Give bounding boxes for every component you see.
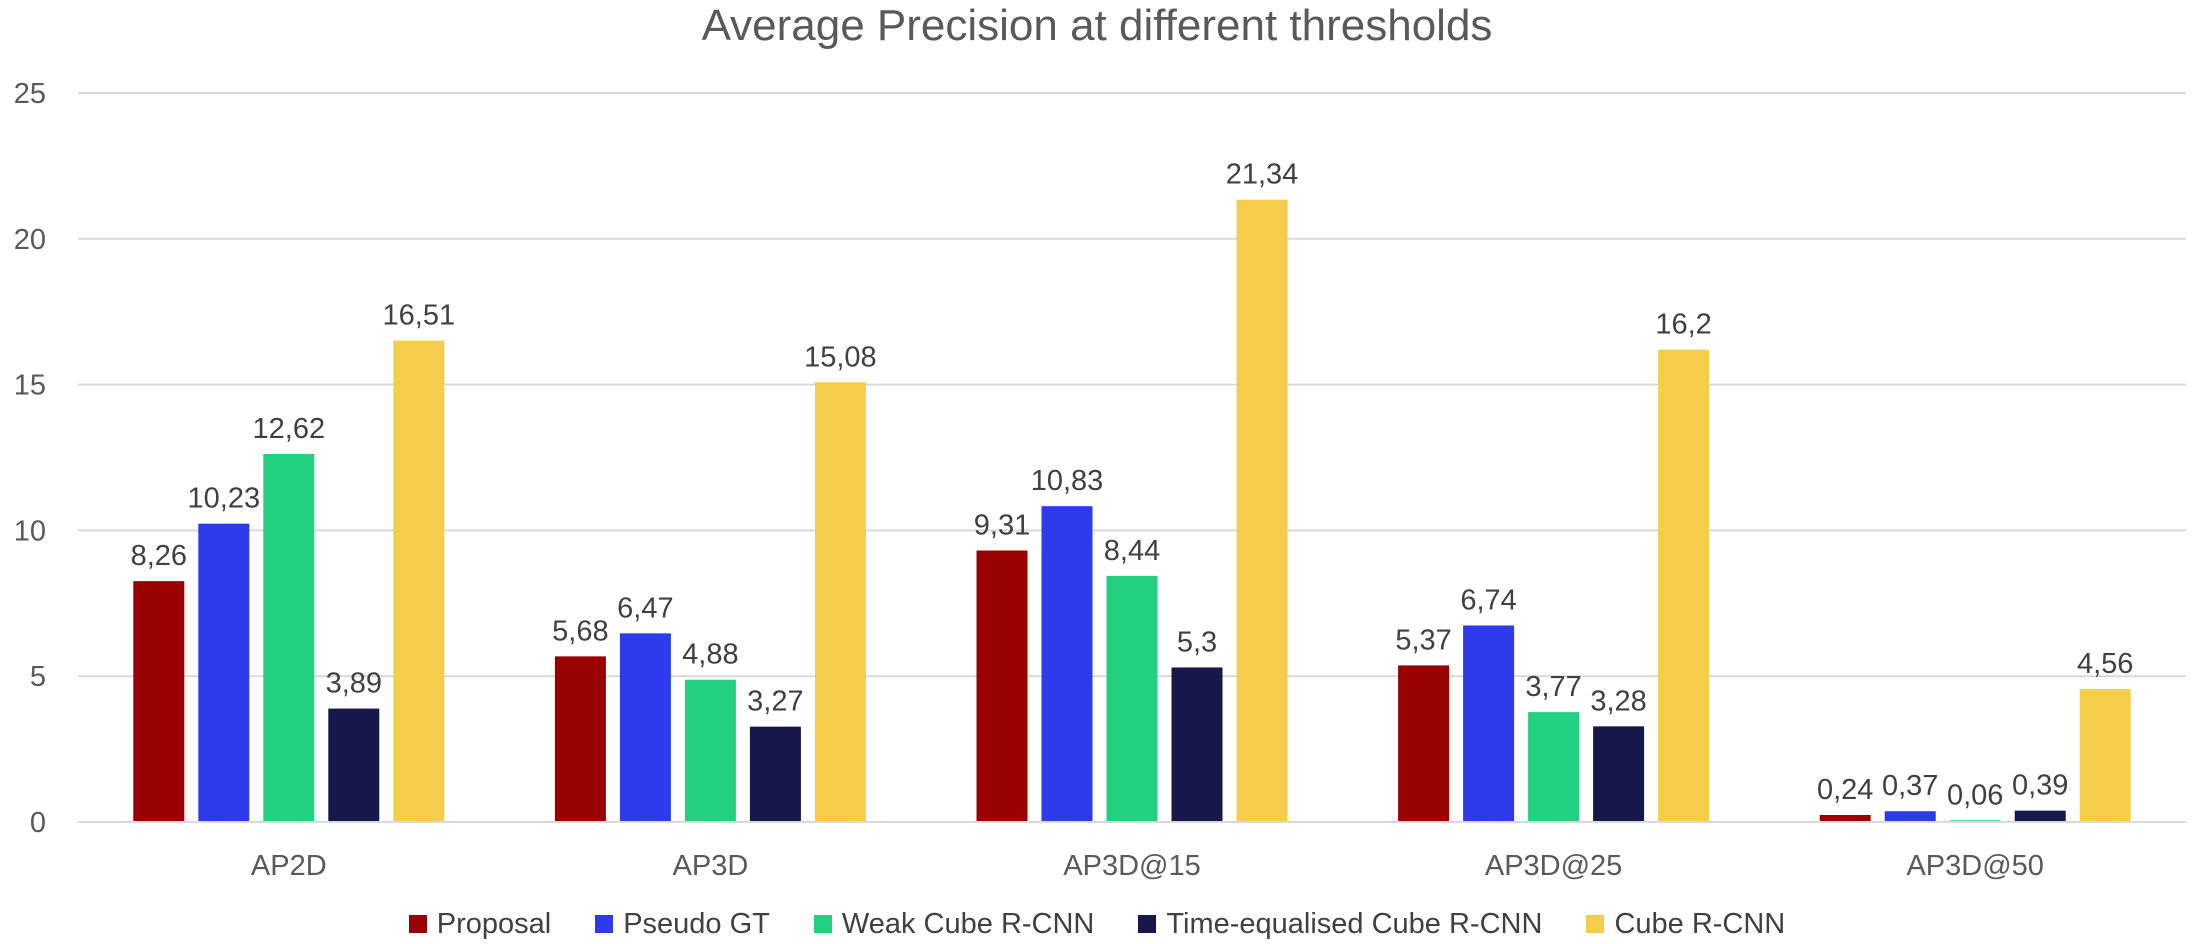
y-tick-label: 10 bbox=[14, 515, 46, 547]
legend-label: Cube R-CNN bbox=[1614, 907, 1786, 940]
data-label: 3,27 bbox=[747, 686, 803, 718]
x-tick-label: AP3D@15 bbox=[1063, 850, 1200, 882]
data-label: 0,39 bbox=[2012, 770, 2068, 802]
bar bbox=[684, 679, 736, 822]
data-label: 0,24 bbox=[1817, 774, 1873, 806]
bar bbox=[749, 726, 801, 822]
data-label: 15,08 bbox=[804, 341, 877, 373]
bar bbox=[393, 340, 445, 822]
x-tick-label: AP3D bbox=[673, 850, 749, 882]
data-label: 10,83 bbox=[1031, 465, 1104, 497]
chart-title: Average Precision at different threshold… bbox=[701, 1, 1493, 50]
data-label: 0,06 bbox=[1947, 779, 2003, 811]
bar bbox=[619, 633, 671, 822]
bar bbox=[1528, 712, 1580, 822]
bar bbox=[1884, 811, 1936, 822]
legend-label: Time-equalised Cube R-CNN bbox=[1166, 907, 1543, 940]
y-tick-label: 15 bbox=[14, 370, 46, 402]
legend-swatch bbox=[408, 915, 427, 933]
data-label: 8,44 bbox=[1104, 535, 1160, 567]
bar bbox=[133, 581, 185, 822]
bar bbox=[1171, 667, 1223, 822]
data-label: 5,68 bbox=[552, 615, 608, 647]
data-label: 3,28 bbox=[1590, 685, 1646, 717]
legend-item: Weak Cube R-CNN bbox=[813, 907, 1095, 941]
bar bbox=[976, 550, 1028, 822]
bar bbox=[1041, 506, 1093, 822]
data-label: 21,34 bbox=[1226, 159, 1299, 191]
bar bbox=[1106, 575, 1158, 822]
y-tick-label: 25 bbox=[14, 78, 46, 110]
data-label: 8,26 bbox=[131, 540, 187, 572]
legend-item: Cube R-CNN bbox=[1586, 908, 1785, 941]
legend-item: Proposal bbox=[408, 907, 552, 941]
bar bbox=[1593, 726, 1645, 822]
legend: Proposal Pseudo GT Weak Cube R-CNN Time-equ… bbox=[0, 904, 2194, 944]
bar bbox=[263, 454, 315, 822]
bar bbox=[2014, 810, 2066, 822]
legend-swatch bbox=[1138, 915, 1157, 933]
y-tick-label: 5 bbox=[30, 661, 46, 693]
data-label: 6,74 bbox=[1460, 584, 1516, 616]
bar bbox=[1398, 665, 1450, 822]
bar bbox=[1819, 815, 1871, 822]
data-label: 4,88 bbox=[682, 639, 738, 671]
data-label: 5,3 bbox=[1177, 626, 1217, 658]
data-label: 3,77 bbox=[1525, 671, 1581, 703]
bar bbox=[814, 382, 866, 822]
legend-item: Time-equalised Cube R-CNN bbox=[1138, 908, 1542, 941]
data-label: 10,23 bbox=[188, 483, 261, 515]
legend-item: Pseudo GT bbox=[595, 908, 770, 941]
data-label: 9,31 bbox=[974, 510, 1030, 542]
legend-label: Proposal bbox=[436, 907, 552, 940]
x-tick-label: AP3D@25 bbox=[1485, 850, 1622, 882]
bar bbox=[2079, 689, 2131, 822]
bar bbox=[328, 708, 380, 822]
data-label: 16,2 bbox=[1655, 309, 1711, 341]
bar bbox=[1236, 199, 1288, 823]
legend-label: Pseudo GT bbox=[623, 907, 770, 940]
data-label: 0,37 bbox=[1882, 770, 1938, 802]
legend-label: Weak Cube R-CNN bbox=[841, 907, 1095, 940]
data-label: 5,37 bbox=[1395, 624, 1451, 656]
data-label: 3,89 bbox=[326, 668, 382, 700]
y-tick-label: 0 bbox=[30, 807, 46, 839]
data-label: 4,56 bbox=[2077, 648, 2133, 680]
bar bbox=[1463, 625, 1515, 822]
bar bbox=[1658, 349, 1710, 822]
data-label: 12,62 bbox=[253, 413, 326, 445]
bar bbox=[554, 656, 606, 822]
bar bbox=[198, 523, 250, 822]
data-label: 6,47 bbox=[617, 592, 673, 624]
legend-swatch bbox=[595, 915, 614, 933]
x-tick-label: AP3D@50 bbox=[1906, 850, 2043, 882]
legend-swatch bbox=[1586, 915, 1605, 933]
data-label: 16,51 bbox=[383, 300, 456, 332]
legend-swatch bbox=[813, 915, 832, 933]
y-tick-label: 20 bbox=[14, 224, 46, 256]
x-tick-label: AP2D bbox=[251, 850, 327, 882]
